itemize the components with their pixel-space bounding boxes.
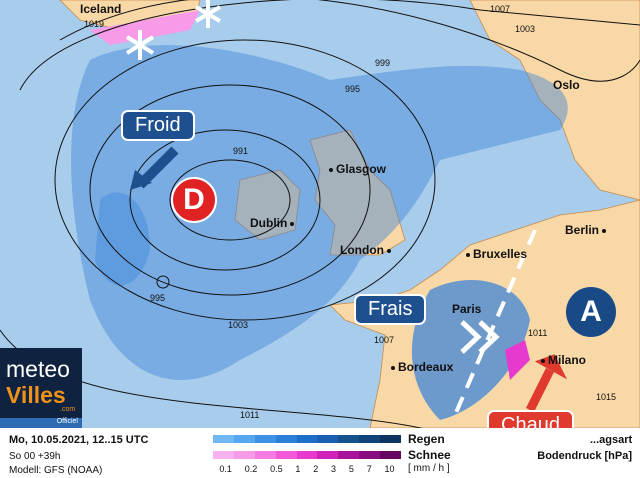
snow-area: [90, 10, 200, 45]
precip-type-label: ...agsart: [590, 434, 633, 446]
isobar-label: 1019: [84, 19, 105, 29]
snow-color-scale: [213, 451, 402, 459]
city-bruxelles: Bruxelles: [463, 247, 527, 261]
scale-tick: 1: [295, 464, 301, 474]
scale-swatch: [254, 451, 276, 459]
scale-swatch: [233, 435, 255, 443]
scale-tick: 3: [331, 464, 337, 474]
isobar-label: 1007: [490, 4, 511, 14]
isobar-label: 1003: [228, 320, 249, 330]
city-dublin: Dublin: [250, 216, 297, 230]
city-oslo: Oslo: [553, 78, 580, 92]
scale-tick: 0.2: [244, 464, 258, 474]
high-pressure-marker: A: [566, 287, 616, 337]
scale-swatch: [317, 451, 339, 459]
weather-map: Iceland Oslo Glasgow Dublin London Bruxe…: [0, 0, 640, 428]
city-iceland: Iceland: [80, 2, 122, 16]
isobar-label: 999: [375, 58, 391, 68]
city-paris: Paris: [452, 302, 482, 316]
rain-color-scale: [213, 435, 402, 443]
scale-swatch: [233, 451, 255, 459]
froid-label: Froid: [121, 110, 195, 141]
scale-swatch: [275, 435, 297, 443]
scale-swatch: [380, 435, 402, 443]
snow-alps: [505, 340, 530, 380]
scale-tick: 7: [366, 464, 372, 474]
scale-swatch: [338, 451, 360, 459]
scale-ticks: 0.1 0.2 0.5 1 2 3 5 7 10: [213, 464, 401, 474]
logo-line1: meteo: [6, 356, 70, 382]
model-name: Modell: GFS (NOAA): [9, 465, 103, 476]
front-line: [453, 229, 537, 416]
meteovilles-logo: meteo Villes .com Officiel: [0, 348, 82, 428]
frais-label: Frais: [354, 294, 427, 325]
isobar-label: 1007: [374, 335, 395, 345]
scale-tick: 0.5: [270, 464, 283, 474]
city-milano: Milano: [538, 353, 586, 367]
scale-swatch: [296, 451, 318, 459]
chaud-label: Chaud: [487, 410, 574, 428]
isobar-label: 1003: [515, 24, 536, 34]
scale-swatch: [213, 435, 234, 443]
scandinavia: [469, 0, 640, 201]
legend-panel: Mo, 10.05.2021, 12..15 UTC So 00 +39h Mo…: [0, 428, 640, 478]
snowflake-icon: [194, 0, 222, 28]
scale-tick: 10: [384, 464, 395, 474]
isobar-label: 1015: [596, 392, 617, 402]
city-berlin: Berlin: [565, 223, 609, 237]
snowflake-icons: [125, 0, 222, 60]
scale-swatch: [254, 435, 276, 443]
rain-label: Regen: [408, 432, 445, 446]
frais-chevron-icon: [478, 320, 500, 354]
snowflake-icon: [125, 30, 155, 60]
snow-label: Schnee: [408, 448, 451, 462]
isobar-label: 995: [345, 84, 361, 94]
model-run: So 00 +39h: [9, 451, 61, 462]
precipitation: [71, 45, 568, 420]
scale-tick: 0.1: [219, 464, 232, 474]
units-label: [ mm / h ]: [408, 463, 450, 474]
map-graphics: [0, 0, 640, 428]
pressure-label: Bodendruck [hPa]: [537, 450, 632, 462]
scale-swatch: [275, 451, 297, 459]
scale-swatch: [296, 435, 318, 443]
city-london: London: [340, 243, 394, 257]
isobar-label: 991: [233, 146, 249, 156]
logo-badge: Officiel: [0, 418, 82, 428]
isobar-label: 1011: [528, 328, 548, 338]
isobar-label: 1011: [240, 410, 260, 420]
logo-suffix: .com: [60, 406, 76, 413]
scale-swatch: [380, 451, 402, 459]
scale-swatch: [213, 451, 234, 459]
chaud-arrow-icon: [525, 367, 555, 413]
city-bordeaux: Bordeaux: [388, 360, 453, 374]
scale-swatch: [317, 435, 339, 443]
scale-swatch: [359, 451, 381, 459]
ireland: [234, 169, 301, 241]
city-glasgow: Glasgow: [326, 162, 386, 176]
scale-tick: 2: [313, 464, 319, 474]
scale-swatch: [359, 435, 381, 443]
scale-swatch: [338, 435, 360, 443]
britain: [309, 129, 406, 256]
frais-chevron-icon: [460, 320, 482, 354]
low-pressure-marker: D: [171, 177, 217, 223]
forecast-date: Mo, 10.05.2021, 12..15 UTC: [9, 434, 149, 446]
scale-tick: 5: [348, 464, 354, 474]
logo-line2: Villes: [6, 382, 66, 408]
isobar-label: 995: [150, 293, 166, 303]
